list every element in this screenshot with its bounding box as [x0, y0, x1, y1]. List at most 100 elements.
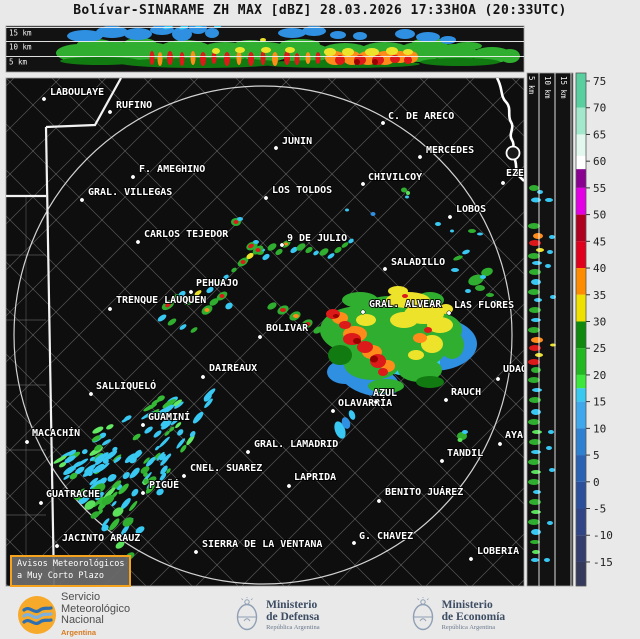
- city-dot: [286, 483, 292, 489]
- echo-blob: [386, 292, 430, 308]
- city-label: RAUCH: [451, 387, 481, 398]
- echo-blob: [372, 59, 378, 65]
- echo-blob: [246, 252, 254, 260]
- smn-logo-block: Servicio Meteorológico Nacional Argentin…: [18, 592, 130, 637]
- colorbar-tick-label: -10: [593, 529, 613, 542]
- city-dot: [360, 181, 366, 187]
- city-dot: [107, 306, 113, 312]
- echo-blob: [528, 479, 540, 485]
- city-dot: [373, 399, 379, 405]
- coat-of-arms-icon: [236, 596, 258, 630]
- city-dot: [88, 391, 94, 397]
- colorbar-segment: [576, 388, 586, 402]
- echo-blob: [167, 51, 173, 65]
- right-panel-layer: 5 km 10 km 15 km: [527, 73, 572, 586]
- colorbar-tick-label: 45: [593, 235, 606, 248]
- echo-blob: [549, 235, 555, 239]
- echo-blob: [231, 267, 237, 273]
- echo-blob: [335, 55, 345, 65]
- city-label: LAPRIDA: [294, 472, 336, 483]
- city-label: C. DE ARECO: [388, 111, 454, 122]
- city-label: MACACHÍN: [32, 426, 80, 439]
- city-label: EZE: [506, 168, 524, 179]
- echo-blob: [315, 52, 321, 64]
- echo-blob: [481, 267, 493, 277]
- city-label: SALADILLO: [391, 257, 445, 268]
- echo-blob: [140, 466, 150, 474]
- city-label: LOS TOLDOS: [272, 185, 332, 196]
- echo-blob: [253, 240, 259, 244]
- city-dot: [140, 490, 146, 496]
- echo-blob: [260, 51, 266, 65]
- city-dot: [140, 422, 146, 428]
- colorbar-tick-label: 10: [593, 422, 606, 435]
- echo-blob: [424, 327, 432, 333]
- echo-blob: [101, 524, 109, 532]
- echo-blob: [533, 490, 541, 494]
- echo-blob: [284, 51, 290, 65]
- echo-blob: [480, 275, 486, 279]
- echo-blob: [255, 248, 261, 252]
- echo-blob: [370, 355, 378, 363]
- echo-blob: [457, 432, 467, 440]
- city-dot: [439, 458, 445, 464]
- city-label: DAIREAUX: [209, 363, 257, 374]
- colorbar-segment: [576, 321, 586, 349]
- height-axis-label: 15 km: [559, 76, 568, 99]
- city-dot: [79, 197, 85, 203]
- ministry-defensa-block: Ministerio de Defensa República Argentin…: [234, 596, 320, 633]
- map-layer: LABOULAYE RUFINO JUNIN C. DE ARECO MERCEDES C…: [6, 78, 524, 586]
- echo-blob: [451, 268, 459, 272]
- echo-blob: [403, 49, 413, 55]
- colorbar-tick-label: 40: [593, 262, 606, 275]
- echo-blob: [475, 285, 485, 291]
- echo-blob: [248, 52, 254, 66]
- echo-blob: [440, 331, 464, 359]
- echo-blob: [427, 317, 453, 333]
- city-dot: [447, 214, 453, 220]
- echo-blob: [328, 345, 352, 365]
- echo-blob: [214, 280, 222, 286]
- echo-blob: [156, 488, 164, 496]
- echo-blob: [290, 246, 298, 254]
- city-dot: [500, 180, 506, 186]
- echo-blob: [353, 32, 367, 40]
- echo-blob: [547, 521, 553, 525]
- smn-line4: Argentina: [61, 627, 97, 637]
- echo-blob: [405, 195, 409, 199]
- city-dot: [382, 266, 388, 272]
- echo-blob: [178, 290, 186, 298]
- city-label: BENITO JUÁREZ: [385, 485, 463, 498]
- echo-blob: [395, 29, 415, 39]
- city-label: GRAL. ALVEAR: [369, 299, 442, 310]
- colorbar-tick-label: 30: [593, 315, 606, 328]
- echo-blob: [486, 293, 494, 297]
- echo-blob: [170, 294, 180, 302]
- city-label: F. AMEGHINO: [139, 164, 205, 175]
- height-axis-label: 5 km: [527, 76, 536, 95]
- echo-blob: [172, 27, 192, 41]
- echo-blob: [115, 541, 125, 549]
- colorbar-tick-label: 35: [593, 289, 606, 302]
- city-dot: [188, 289, 194, 295]
- echo-blob: [529, 397, 541, 403]
- echo-blob: [129, 456, 137, 464]
- river-island: [505, 145, 521, 161]
- height-axis-label: 5 km: [9, 58, 28, 67]
- smn-line2: Meteorológico: [61, 602, 131, 615]
- echo-blob: [454, 42, 482, 50]
- warning-badge[interactable]: Avisos Meteorológicos a Muy Corto Plazo: [10, 555, 132, 587]
- echo-blob: [450, 229, 454, 233]
- echo-blob: [294, 53, 300, 65]
- echo-blob: [224, 52, 230, 66]
- colorbar-tick-label: 15: [593, 396, 606, 409]
- echo-blob: [370, 212, 376, 216]
- city-label: TANDIL: [447, 448, 483, 459]
- colorbar-tick-label: 25: [593, 342, 606, 355]
- echo-blob: [404, 56, 412, 64]
- echo-blob: [272, 52, 278, 66]
- echo-blob: [204, 308, 210, 312]
- smn-line3: Nacional: [61, 614, 104, 627]
- echo-blob: [212, 48, 220, 54]
